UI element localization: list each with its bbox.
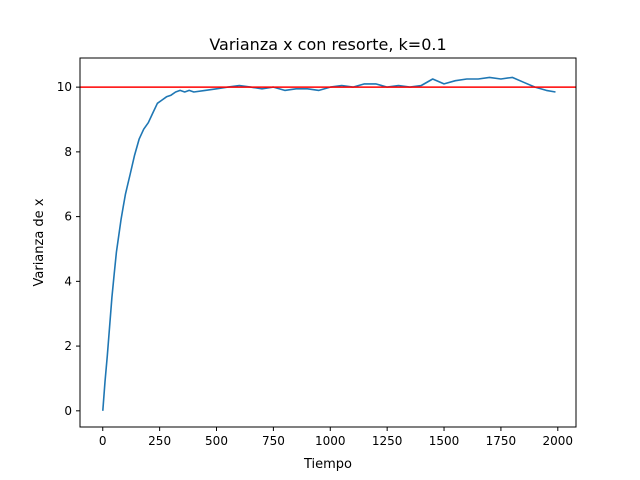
chart-title: Varianza x con resorte, k=0.1 (209, 35, 446, 54)
y-tick-label: 2 (64, 339, 72, 353)
y-axis-label: Varianza de x (32, 198, 47, 286)
x-tick-label: 750 (262, 434, 285, 448)
x-tick-label: 250 (148, 434, 171, 448)
x-axis-label: Tiempo (303, 457, 352, 472)
x-tick-label: 1500 (429, 434, 460, 448)
series-line-0 (102, 76, 556, 411)
axes-frame (79, 57, 577, 428)
plot-area (80, 76, 576, 411)
x-tick-label: 2000 (543, 434, 574, 448)
y-tick-label: 0 (64, 404, 72, 418)
y-tick-label: 4 (64, 274, 72, 288)
x-tick-label: 500 (205, 434, 228, 448)
x-tick-label: 1000 (315, 434, 346, 448)
x-tick-label: 0 (99, 434, 107, 448)
x-tick-label: 1750 (486, 434, 517, 448)
y-tick-label: 6 (64, 210, 72, 224)
x-axis: 0 250 500 750 1000 1250 1500 1750 2000 (99, 427, 573, 448)
y-tick-label: 8 (64, 145, 72, 159)
y-tick-label: 10 (57, 80, 72, 94)
x-tick-label: 1250 (372, 434, 403, 448)
y-axis: 0 2 4 6 8 10 (57, 80, 80, 418)
